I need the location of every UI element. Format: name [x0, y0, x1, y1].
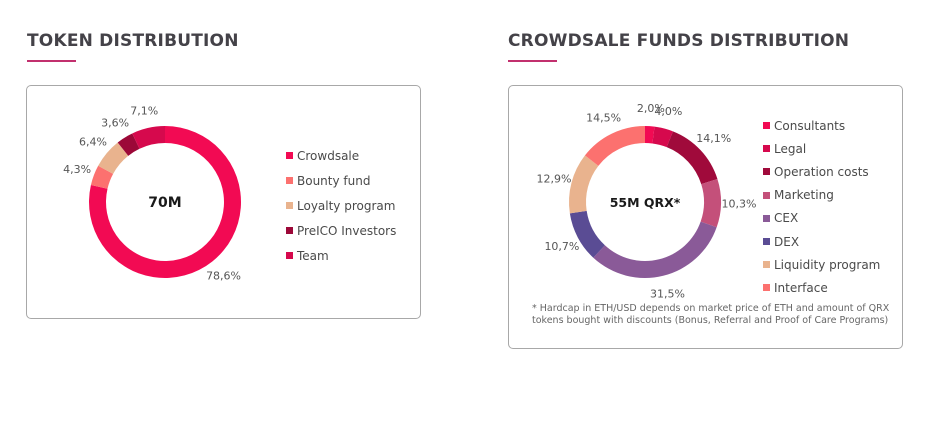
- legend-swatch: [763, 261, 770, 269]
- legend-label: Team: [297, 248, 329, 263]
- footnote-line-2: tokens bought with discounts (Bonus, Ref…: [532, 315, 889, 326]
- slice-dex: [569, 210, 605, 258]
- legend-label: Bounty fund: [297, 173, 371, 188]
- value-label-cex: 31,5%: [650, 287, 685, 300]
- legend-item-team: Team: [286, 243, 396, 268]
- legend-swatch: [763, 145, 770, 153]
- legend-swatch: [286, 202, 293, 209]
- legend-label: Operation costs: [774, 164, 869, 179]
- legend-swatch: [286, 252, 293, 259]
- legend-swatch: [763, 238, 770, 246]
- legend-item-operation-costs: Operation costs: [763, 160, 880, 183]
- value-label-bounty-fund: 4,3%: [63, 163, 91, 176]
- token-donut-chart: 78,6% 4,3% 6,4% 3,6%7,1% 70M: [63, 104, 241, 283]
- slice-consultants: [645, 126, 655, 144]
- footnote-line-1: * Hardcap in ETH/USD depends on market p…: [532, 303, 890, 314]
- legend-item-loyalty-program: Loyalty program: [286, 193, 396, 218]
- value-label-operation-costs: 14,1%: [696, 132, 731, 145]
- legend-item-preico-investors: PreICO Investors: [286, 218, 396, 243]
- slice-cex: [593, 221, 717, 278]
- value-label-liquidity-program: 12,9%: [537, 172, 572, 185]
- legend-swatch: [286, 227, 293, 234]
- slice-legal: [652, 126, 673, 148]
- center-label: 70M: [148, 195, 181, 211]
- crowdsale-funds-card: 2,0% 4,0% 14,1% 10,3% 31,5% 10,7% 12,9% 14,5% 55…: [508, 85, 903, 349]
- value-label-marketing: 10,3%: [722, 197, 757, 210]
- slice-loyalty-program: [98, 142, 129, 174]
- slice-operation-costs: [666, 131, 718, 185]
- slice-bounty-fund: [90, 165, 114, 189]
- title-underline: [508, 60, 557, 62]
- legend-swatch: [763, 284, 770, 292]
- hardcap-footnote: * Hardcap in ETH/USD depends on market p…: [532, 303, 889, 327]
- legend-label: Liquidity program: [774, 257, 881, 272]
- slice-team: [132, 126, 165, 149]
- crowdsale-legend: Consultants Legal Operation costs Marketing…: [763, 114, 880, 300]
- slice-interface: [584, 126, 645, 166]
- legend-item-crowdsale: Crowdsale: [286, 143, 396, 168]
- legend-label: Loyalty program: [297, 198, 396, 213]
- value-label-crowdsale: 78,6%: [206, 270, 241, 283]
- title-underline: [27, 60, 76, 62]
- legend-label: Legal: [774, 141, 807, 156]
- legend-item-cex: CEX: [763, 207, 880, 230]
- legend-label: Interface: [774, 280, 828, 295]
- legend-swatch: [286, 177, 293, 184]
- value-label-dex: 10,7%: [544, 240, 579, 253]
- value-label-preico-investors: 3,6%: [101, 116, 129, 129]
- slice-liquidity-program: [569, 155, 599, 214]
- value-label-legal: 4,0%: [654, 105, 682, 118]
- legend-swatch: [763, 214, 770, 222]
- legend-item-consultants: Consultants: [763, 114, 880, 137]
- crowdsale-donut-chart: 2,0%4,0% 14,1% 10,3% 31,5% 10,7% 12,9% 14,5% 55…: [537, 102, 757, 300]
- legend-swatch: [763, 168, 770, 176]
- legend-label: Consultants: [774, 118, 846, 133]
- legend-item-interface: Interface: [763, 276, 880, 299]
- legend-label: Marketing: [774, 188, 834, 203]
- slice-preico-investors: [117, 133, 140, 156]
- legend-label: Crowdsale: [297, 148, 360, 163]
- legend-item-liquidity-program: Liquidity program: [763, 253, 880, 276]
- legend-swatch: [286, 152, 293, 159]
- crowdsale-funds-title: CROWDSALE FUNDS DISTRIBUTION: [508, 31, 850, 51]
- legend-item-dex: DEX: [763, 230, 880, 253]
- legend-swatch: [763, 191, 770, 199]
- legend-label: DEX: [774, 234, 800, 249]
- legend-item-legal: Legal: [763, 137, 880, 160]
- legend-item-marketing: Marketing: [763, 184, 880, 207]
- token-distribution-title: TOKEN DISTRIBUTION: [27, 31, 239, 51]
- legend-label: CEX: [774, 211, 799, 226]
- value-label-consultants: 2,0%: [637, 102, 665, 115]
- token-legend: Crowdsale Bounty fund Loyalty program PreIC…: [286, 143, 396, 268]
- legend-label: PreICO Investors: [297, 223, 397, 238]
- value-label-team: 7,1%: [130, 104, 158, 117]
- slice-marketing: [700, 178, 721, 228]
- value-label-loyalty-program: 6,4%: [79, 136, 107, 149]
- token-distribution-card: 78,6% 4,3% 6,4% 3,6% 7,1% 70M Crowdsale Bounty…: [26, 85, 421, 319]
- value-label-interface: 14,5%: [586, 112, 621, 125]
- center-label: 55M QRX*: [610, 195, 681, 210]
- legend-item-bounty-fund: Bounty fund: [286, 168, 396, 193]
- legend-swatch: [763, 122, 770, 130]
